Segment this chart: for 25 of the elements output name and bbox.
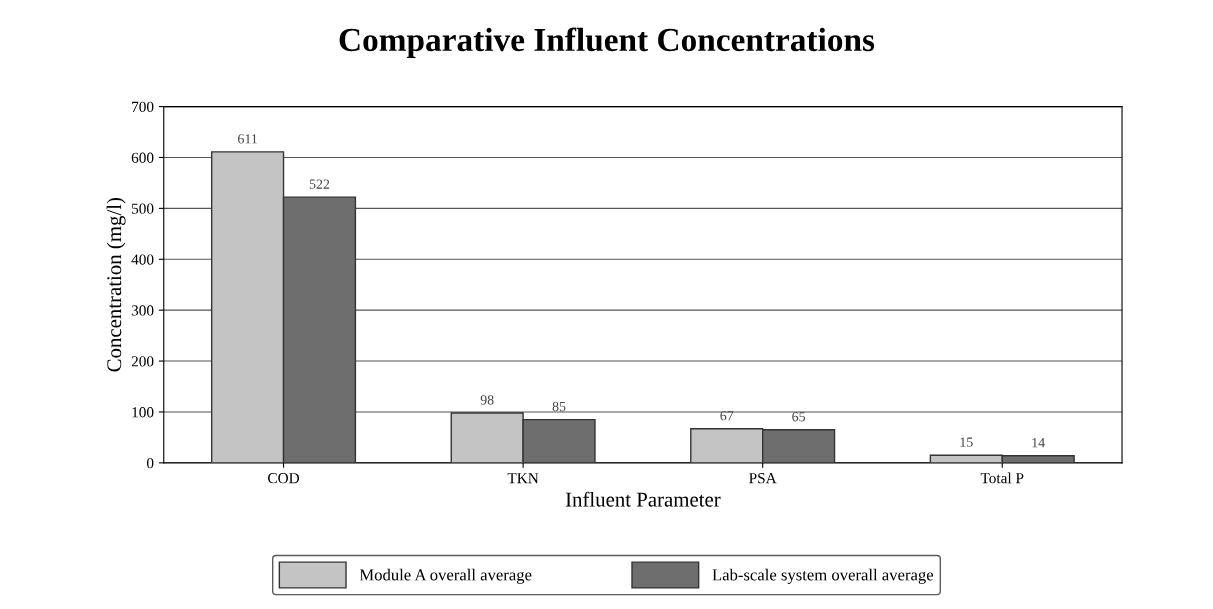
data-label: 65: [792, 412, 806, 422]
y-tick-label: 500: [132, 203, 154, 214]
x-tick-label: TKN: [507, 473, 539, 484]
data-label: 522: [309, 179, 330, 189]
y-tick-label: 0: [146, 457, 154, 469]
data-label: 15: [960, 437, 973, 447]
x-tick-label: PSA: [749, 473, 777, 484]
legend-label: Module A overall average: [359, 568, 532, 584]
data-label: 85: [552, 401, 566, 412]
y-axis-title: Concentration (mg/l): [106, 197, 126, 372]
data-label: 611: [238, 134, 257, 144]
data-label: 67: [720, 411, 734, 421]
x-tick-label: COD: [268, 473, 300, 484]
y-tick-label: 400: [131, 254, 154, 265]
y-tick-label: 600: [131, 152, 154, 163]
y-tick-label: 100: [132, 407, 154, 418]
x-tick-label: Total P: [980, 472, 1024, 484]
data-label: 14: [1032, 438, 1045, 448]
y-tick-label: 300: [131, 305, 154, 316]
data-label: 98: [480, 395, 494, 405]
x-axis-title: Influent Parameter: [565, 491, 721, 507]
chart-title: Comparative Influent Concentrations: [339, 27, 875, 58]
y-tick-label: 700: [132, 101, 154, 113]
y-tick-label: 200: [131, 356, 154, 367]
legend-label: Lab-scale system overall average: [712, 568, 934, 584]
